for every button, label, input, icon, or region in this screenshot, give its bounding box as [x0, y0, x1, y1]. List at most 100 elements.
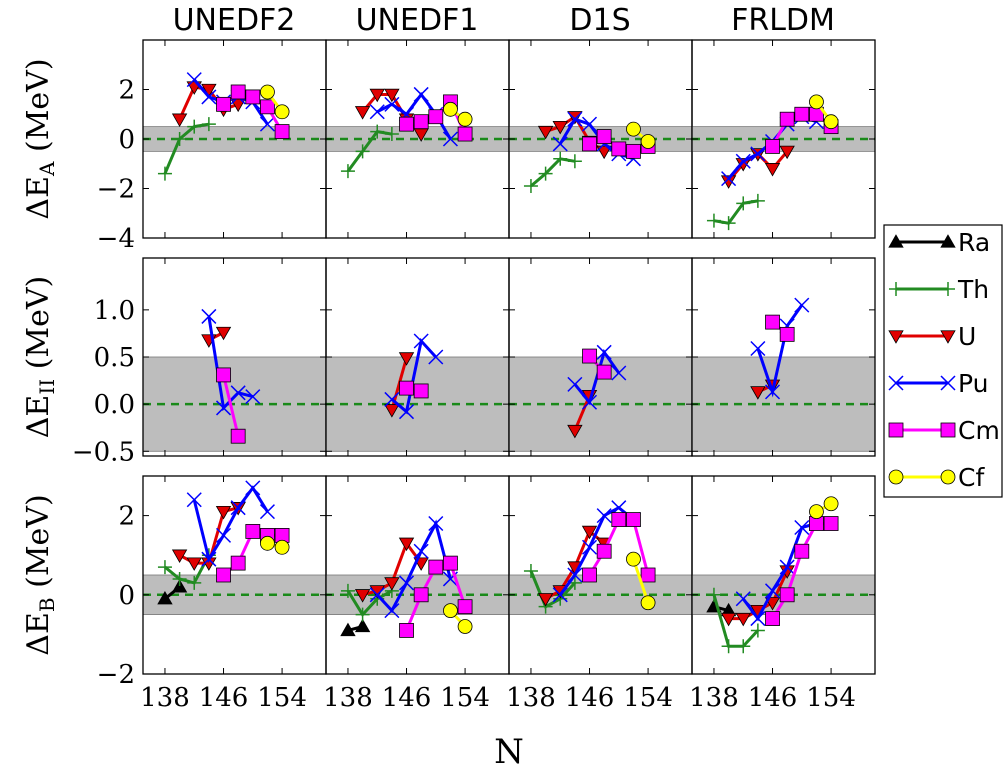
point-cm-2 — [779, 326, 795, 342]
point-cm-1 — [582, 348, 597, 364]
x-tick-label: 154 — [440, 683, 490, 713]
point-cm-1 — [582, 136, 597, 152]
point-cm-1 — [582, 567, 597, 583]
point-cf-2 — [457, 619, 473, 634]
legend-entry-pu: Pu — [888, 369, 988, 398]
line-pu — [192, 485, 269, 564]
y-tick-label: 2 — [118, 502, 135, 532]
point-pu-3 — [764, 583, 781, 599]
legend-entry-u: U — [888, 322, 976, 351]
point-u-4 — [398, 537, 415, 552]
legend-marker-end — [940, 234, 956, 248]
point-cf-1 — [626, 551, 641, 567]
legend-marker-start — [888, 375, 904, 391]
point-th-3 — [553, 151, 568, 166]
point-pu-4 — [413, 86, 429, 102]
legend-marker-end — [940, 375, 956, 391]
panel-frame — [691, 39, 876, 239]
point-cm-3 — [794, 106, 810, 122]
point-cm-2 — [230, 428, 246, 444]
y-tick-label: −4 — [97, 224, 135, 254]
point-cm-3 — [428, 559, 444, 575]
plot-area — [692, 297, 875, 452]
x-tick-label: 146 — [382, 683, 432, 713]
point-cm-3 — [794, 543, 810, 559]
point-pu-3 — [750, 146, 766, 162]
point-th-4 — [750, 193, 765, 208]
point-th-1 — [157, 560, 172, 575]
point-pu-5 — [245, 480, 261, 496]
point-cm-3 — [428, 109, 444, 125]
point-pu-3 — [413, 333, 429, 349]
ticks — [326, 476, 509, 675]
y-label-unit: (MeV) — [21, 494, 56, 597]
point-pu-4 — [428, 349, 444, 365]
series-cf — [443, 101, 473, 127]
point-cm-3 — [245, 89, 261, 105]
point-th-3 — [187, 119, 202, 134]
legend-marker-start — [888, 422, 904, 438]
panel-r1-c4 — [691, 39, 876, 239]
point-pu-4 — [779, 559, 795, 575]
point-th-2 — [172, 571, 187, 586]
line-th — [164, 554, 211, 585]
point-cf-1 — [809, 94, 824, 110]
point-cf-1 — [443, 603, 458, 619]
point-pu-2 — [750, 611, 766, 627]
point-cm-2 — [596, 364, 612, 380]
point-cf-2 — [823, 114, 839, 130]
series-th — [706, 587, 765, 654]
y-tick-label: 0.5 — [94, 343, 135, 373]
point-ra-2 — [171, 579, 188, 593]
panel-title-unedf1: UNEDF1 — [356, 3, 479, 38]
point-cf-2 — [823, 496, 839, 512]
point-th-3 — [736, 639, 751, 654]
point-cm-5 — [457, 599, 473, 615]
y-axis-label-row-2: ΔEII (MeV) — [21, 276, 59, 438]
y-tick-label: 0.0 — [94, 390, 135, 420]
point-cf-2 — [274, 539, 290, 555]
x-tick-label: 154 — [623, 683, 673, 713]
series-th — [157, 117, 216, 181]
legend-entry-ra: Ra — [888, 228, 990, 257]
point-cm-2 — [413, 114, 429, 130]
y-label-subscript: B — [35, 597, 59, 612]
series-cm — [216, 367, 246, 444]
point-cm-1 — [765, 139, 780, 154]
line-th — [346, 589, 393, 618]
point-pu-1 — [552, 136, 568, 152]
point-pu-3 — [230, 385, 246, 401]
point-u-1 — [537, 593, 554, 607]
point-th-1 — [706, 587, 721, 602]
panels — [142, 39, 876, 675]
y-tick-label: 2 — [118, 76, 135, 106]
line-th — [712, 594, 760, 648]
point-pu-6 — [442, 131, 458, 147]
legend-entry-th: Th — [889, 275, 989, 304]
panel-r3-c3 — [508, 475, 693, 675]
panel-r3-c1 — [142, 475, 327, 675]
point-pu-6 — [259, 116, 275, 132]
plot-area — [692, 496, 875, 654]
panel-r3-c4 — [691, 475, 876, 675]
series-cm — [216, 524, 290, 583]
series-cm — [216, 84, 290, 139]
point-u-1 — [171, 549, 188, 564]
point-u-4 — [764, 163, 781, 177]
point-pu-4 — [611, 365, 627, 381]
plot-area — [509, 500, 692, 615]
ticks — [326, 258, 509, 456]
point-pu-2 — [201, 551, 217, 567]
point-cm-3 — [245, 524, 261, 539]
point-pu-1 — [567, 376, 583, 392]
line-cm — [222, 374, 240, 437]
point-cm-1 — [399, 116, 414, 132]
point-cm-5 — [274, 124, 290, 139]
point-th-2 — [538, 166, 553, 181]
series-cf — [443, 603, 473, 634]
panel-r2-c2 — [325, 257, 510, 457]
x-tick-label: 154 — [806, 683, 856, 713]
point-pu-1 — [186, 492, 202, 508]
point-th-1 — [340, 583, 355, 598]
